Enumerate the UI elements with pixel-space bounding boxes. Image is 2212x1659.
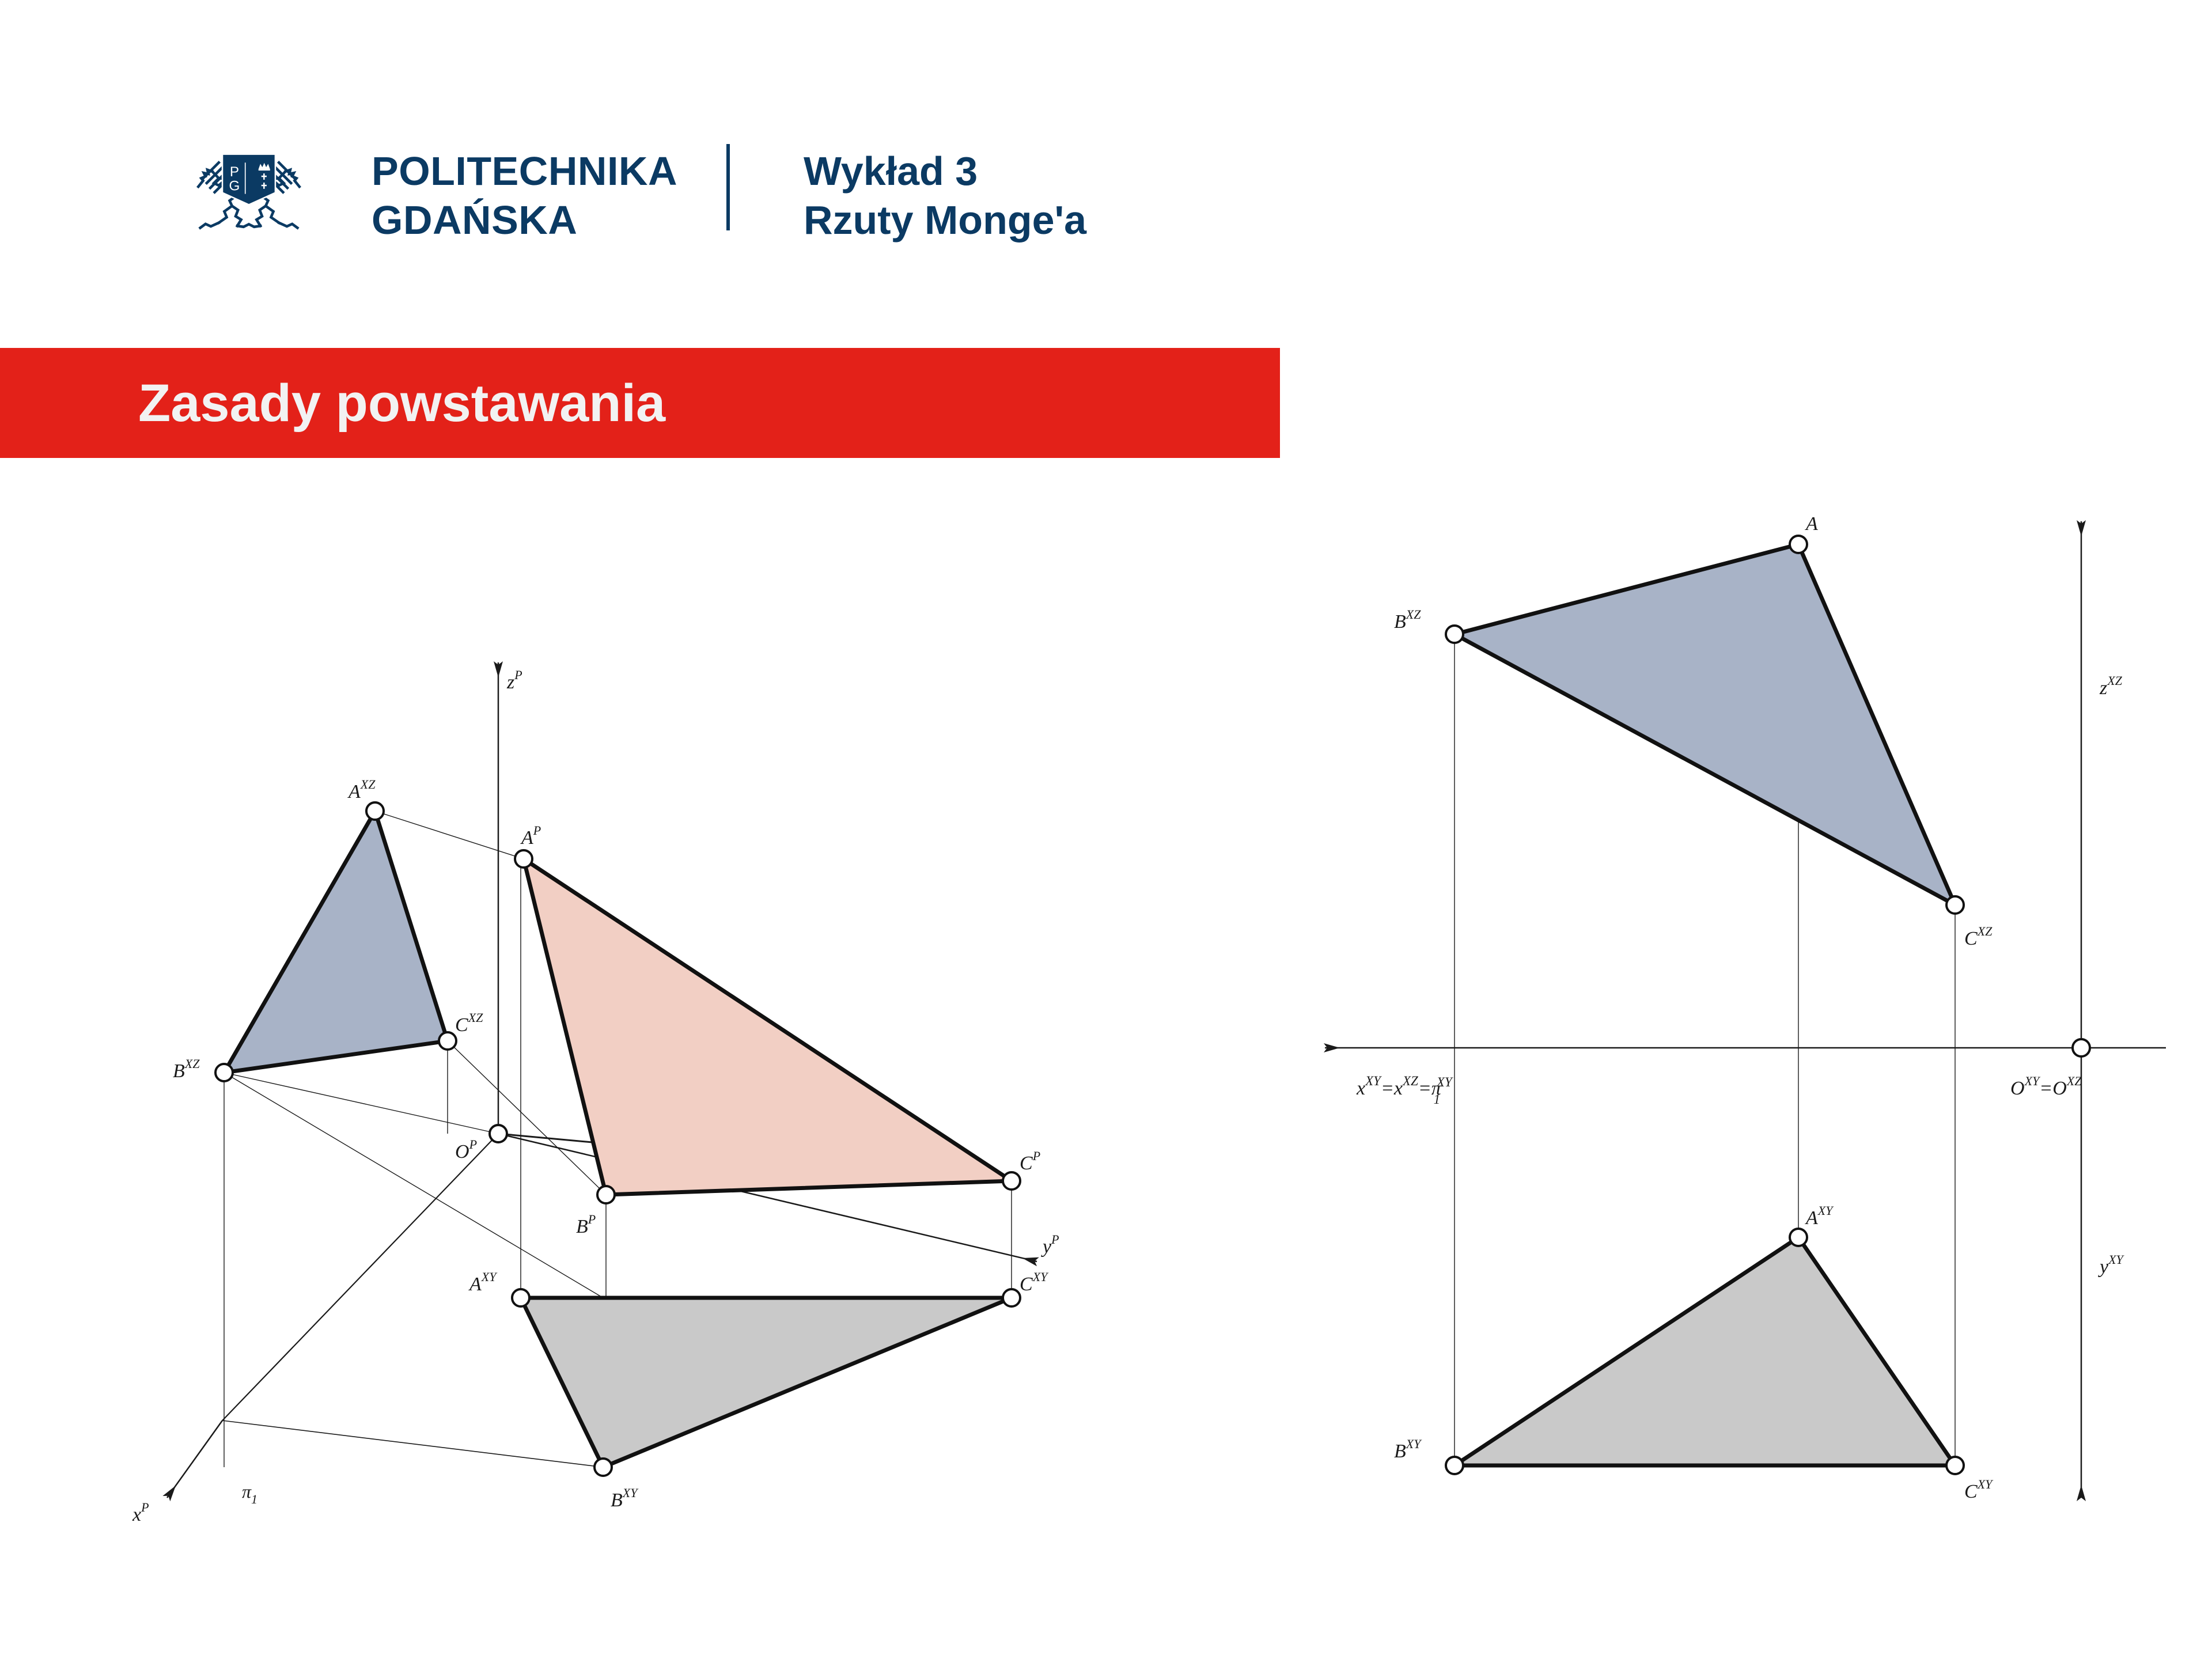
svg-text:BXZ: BXZ bbox=[173, 1056, 200, 1082]
svg-text:zP: zP bbox=[506, 668, 522, 693]
svg-text:A: A bbox=[1805, 513, 1818, 535]
svg-text:BXY: BXY bbox=[1394, 1437, 1422, 1462]
svg-text:yP: yP bbox=[1041, 1232, 1059, 1257]
svg-text:yXY: yXY bbox=[2098, 1252, 2125, 1278]
svg-text:BP: BP bbox=[576, 1212, 596, 1237]
svg-text:AP: AP bbox=[520, 823, 541, 849]
svg-text:zXZ: zXZ bbox=[2099, 673, 2123, 699]
svg-text:OXY=OXZ: OXY=OXZ bbox=[2010, 1074, 2082, 1099]
svg-text:CXY: CXY bbox=[1964, 1477, 1994, 1502]
svg-text:CP: CP bbox=[1020, 1149, 1040, 1174]
svg-text:CXZ: CXZ bbox=[455, 1010, 483, 1036]
svg-text:CXY: CXY bbox=[1020, 1270, 1049, 1295]
svg-text:AXZ: AXZ bbox=[347, 777, 376, 802]
svg-text:BXY: BXY bbox=[611, 1486, 639, 1511]
svg-text:xP: xP bbox=[132, 1500, 149, 1525]
svg-text:CXZ: CXZ bbox=[1964, 924, 1993, 949]
svg-text:BXZ: BXZ bbox=[1394, 607, 1421, 632]
svg-text:π1: π1 bbox=[242, 1481, 257, 1506]
svg-text:AXY: AXY bbox=[1805, 1203, 1834, 1229]
svg-text:AXY: AXY bbox=[468, 1270, 498, 1295]
